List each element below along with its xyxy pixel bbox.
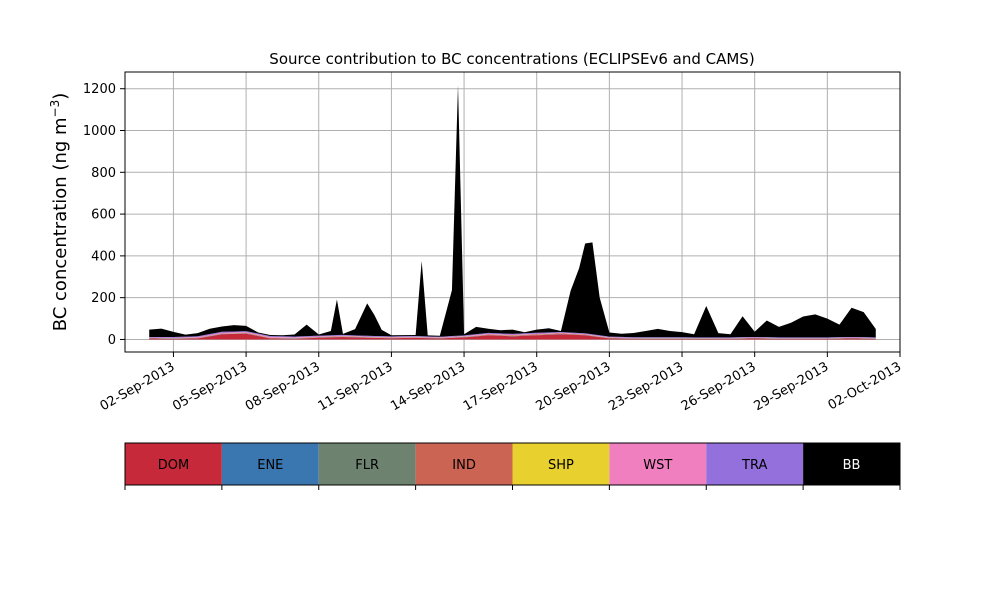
y-axis-label-exponent: −3 bbox=[48, 100, 62, 118]
legend-swatch-dom bbox=[125, 443, 222, 485]
series-area-ind bbox=[149, 332, 876, 339]
chart-title: Source contribution to BC concentrations… bbox=[269, 50, 754, 68]
y-axis-label-base: BC concentration (ng m bbox=[50, 117, 71, 331]
legend-swatch-shp bbox=[512, 443, 610, 485]
y-axis-ticks: 0 200 400 600 800 1000 1200 bbox=[83, 82, 125, 348]
legend-swatch-wst bbox=[609, 443, 707, 485]
legend-label-dom: DOM bbox=[158, 458, 189, 473]
legend-swatch-ind bbox=[415, 443, 513, 485]
y-tick-label: 800 bbox=[91, 166, 116, 181]
legend-swatch-bb bbox=[803, 443, 900, 485]
legend-swatch-flr bbox=[318, 443, 416, 485]
legend-swatch-ene bbox=[221, 443, 319, 485]
axes bbox=[124, 71, 901, 353]
legend-colorbar: DOM ENE FLR IND SHP WST TRA BB bbox=[124, 442, 901, 490]
y-tick-label: 200 bbox=[91, 291, 116, 306]
legend-label-shp: SHP bbox=[548, 458, 574, 473]
y-tick-label: 0 bbox=[108, 333, 116, 348]
series-area-tra bbox=[149, 331, 876, 338]
y-tick-label: 400 bbox=[91, 249, 116, 264]
y-axis-label-close: ) bbox=[50, 93, 71, 100]
plot-series bbox=[149, 84, 876, 340]
y-axis-label: BC concentration (ng m−3) bbox=[48, 93, 71, 332]
plot-frame bbox=[124, 71, 901, 353]
y-tick-label: 600 bbox=[91, 208, 116, 223]
series-area-wst bbox=[149, 331, 876, 339]
legend-label-wst: WST bbox=[643, 458, 672, 473]
y-tick-label: 1000 bbox=[83, 124, 116, 139]
legend-label-ind: IND bbox=[452, 458, 476, 473]
legend-swatch-tra bbox=[706, 443, 804, 485]
legend-label-ene: ENE bbox=[257, 458, 283, 473]
legend-label-flr: FLR bbox=[355, 458, 379, 473]
y-tick-label: 1200 bbox=[83, 82, 116, 97]
legend-label-tra: TRA bbox=[741, 458, 767, 473]
series-area-dom bbox=[149, 333, 876, 340]
legend-label-bb: BB bbox=[843, 458, 861, 473]
